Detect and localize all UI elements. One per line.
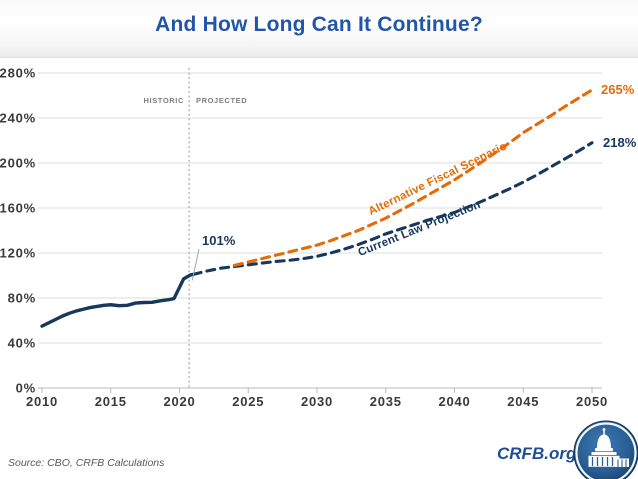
y-axis-tick-label: 0% (16, 381, 36, 396)
x-axis-tick-label: 2015 (95, 394, 127, 409)
title-banner (0, 0, 638, 58)
x-axis-tick-label: 2045 (507, 394, 539, 409)
y-axis-tick-label: 240% (0, 111, 36, 126)
x-axis-tick-label: 2040 (438, 394, 470, 409)
capitol-icon (573, 420, 638, 479)
x-axis-tick-label: 2030 (301, 394, 333, 409)
start-value-callout: 101% (202, 233, 236, 248)
x-axis-tick-label: 2050 (576, 394, 608, 409)
y-axis-tick-label: 160% (0, 201, 36, 216)
page-title: And How Long Can It Continue? (155, 13, 483, 36)
y-axis-tick-label: 120% (0, 246, 36, 261)
y-axis-tick-label: 200% (0, 156, 36, 171)
x-axis-tick-label: 2025 (232, 394, 264, 409)
current-law-end-value-label: 218% (603, 135, 637, 150)
projected-phase-label: PROJECTED (196, 96, 248, 105)
x-axis-tick-label: 2010 (26, 394, 58, 409)
x-axis-tick-label: 2035 (370, 394, 402, 409)
series-historic (40, 272, 195, 328)
callout-leader-line (191, 248, 200, 281)
crfb-logo (573, 420, 638, 479)
y-axis-tick-label: 80% (8, 291, 36, 306)
x-axis-tick-label: 2020 (163, 394, 195, 409)
crfb-org-text: CRFB.org (497, 444, 577, 463)
y-axis-tick-label: 280% (0, 66, 36, 81)
source-note: Source: CBO, CRFB Calculations (8, 457, 165, 469)
alternative-end-value-label: 265% (601, 82, 635, 97)
y-axis-tick-label: 40% (8, 336, 36, 351)
series-alternative-fiscal-scenario (232, 88, 594, 267)
historic-phase-label: HISTORIC (143, 96, 184, 105)
series-current-law-projection (191, 141, 594, 276)
